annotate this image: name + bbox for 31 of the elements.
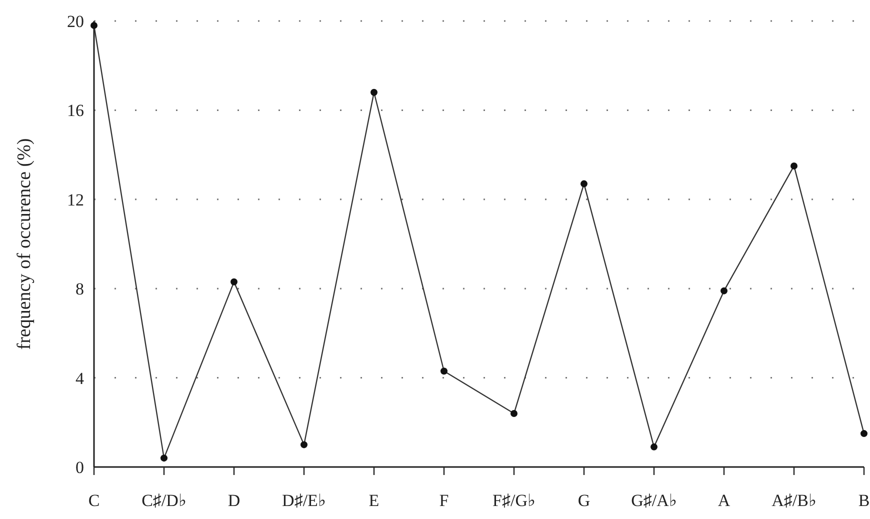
y-tick-label: 4 xyxy=(76,368,84,388)
x-tick-label: F xyxy=(439,491,449,510)
x-tick-label: G♯/A♭ xyxy=(631,491,677,510)
y-tick-label: 12 xyxy=(67,190,84,210)
point xyxy=(510,410,518,417)
point xyxy=(300,441,308,448)
point xyxy=(790,162,798,170)
x-tick-label: A xyxy=(718,491,731,510)
y-axis-title: frequency of occurence (%) xyxy=(14,138,35,350)
point xyxy=(650,443,658,450)
point xyxy=(160,454,168,462)
point xyxy=(860,430,868,438)
x-tick-label: E xyxy=(368,491,380,510)
x-tick-label: B xyxy=(858,491,870,510)
x-tick-label: C♯/D♭ xyxy=(142,491,186,510)
x-tick-label: D xyxy=(228,491,240,510)
x-tick-label: F♯/G♭ xyxy=(492,491,536,510)
point xyxy=(580,180,588,188)
point xyxy=(720,287,728,294)
x-tick-label: C xyxy=(88,491,100,510)
x-tick-label: D♯/E♭ xyxy=(282,491,326,510)
x-tick-label: G xyxy=(578,491,590,510)
y-tick-label: 16 xyxy=(67,101,84,120)
point xyxy=(440,368,448,375)
point xyxy=(370,88,378,96)
point xyxy=(90,22,98,29)
x-tick-label: A♯/B♭ xyxy=(772,491,816,510)
y-tick-label: 8 xyxy=(76,280,84,299)
y-tick-label: 0 xyxy=(76,458,84,477)
point xyxy=(230,278,238,286)
y-tick-label: 20 xyxy=(67,12,84,31)
